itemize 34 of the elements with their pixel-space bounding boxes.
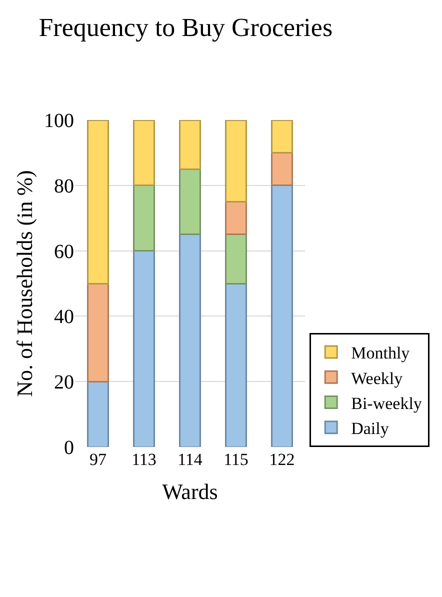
bar <box>178 120 202 170</box>
bar <box>132 120 156 186</box>
bar <box>132 184 156 252</box>
y-tick-label: 80 <box>54 175 74 198</box>
bar <box>270 120 294 154</box>
legend-label: Bi-weekly <box>351 394 422 413</box>
x-tick-label: 115 <box>224 450 248 469</box>
chart-title: Frequency to Buy Groceries <box>38 13 333 42</box>
bar <box>270 152 294 186</box>
legend-label: Weekly <box>351 368 404 388</box>
bar <box>178 234 202 447</box>
bar <box>86 282 110 382</box>
bar <box>86 120 110 284</box>
bar <box>86 380 110 447</box>
y-axis-title: No. of Households (in %) <box>12 170 37 397</box>
x-axis-title: Wards <box>162 478 218 504</box>
bar <box>132 250 156 447</box>
x-tick-label: 97 <box>90 450 107 469</box>
bar <box>224 282 248 447</box>
x-tick-label: 114 <box>178 450 203 469</box>
y-tick-label: 40 <box>54 306 74 328</box>
bar <box>224 120 248 202</box>
bar <box>178 168 202 236</box>
legend-label: Monthly <box>351 344 410 363</box>
y-tick-label: 100 <box>44 110 74 132</box>
x-tick-label: 122 <box>269 450 295 469</box>
x-tick-label: 113 <box>132 450 156 469</box>
legend-label: Daily <box>351 418 390 438</box>
y-tick-label: 20 <box>54 372 74 394</box>
bar <box>270 184 294 447</box>
y-tick-label: 0 <box>64 437 74 459</box>
bar <box>224 234 248 284</box>
bar <box>224 201 248 236</box>
y-tick-label: 60 <box>54 240 74 263</box>
